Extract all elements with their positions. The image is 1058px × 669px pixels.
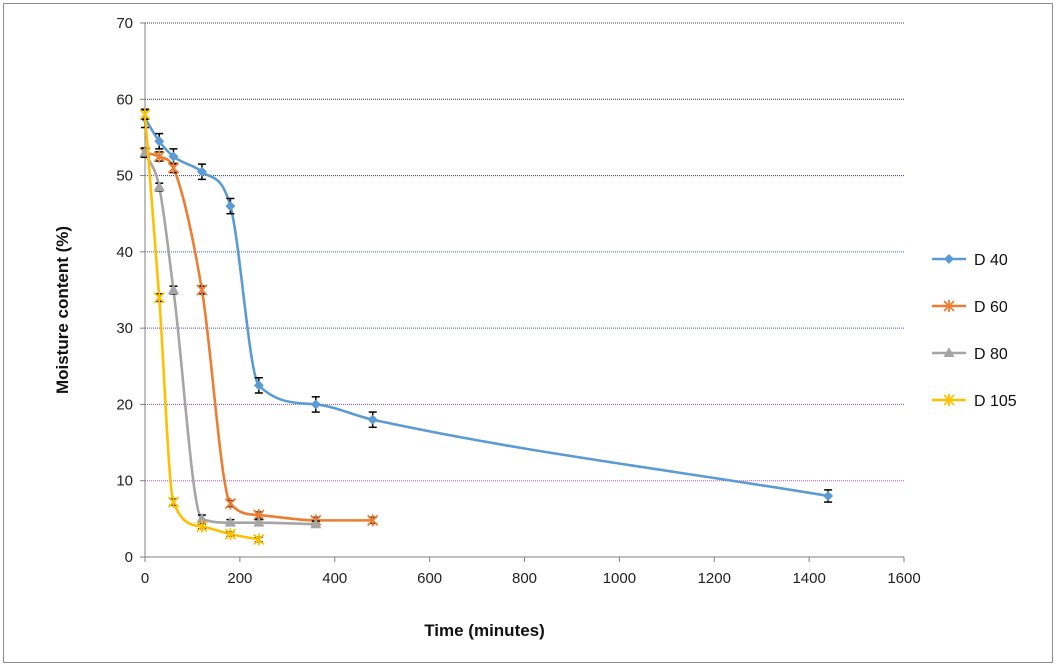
y-tick-label: 50 — [116, 168, 133, 185]
data-point — [367, 414, 378, 425]
x-tick-label: 0 — [141, 570, 149, 587]
axes: 0 10 20 30 40 50 60 70 0 200 400 600 800 1000 1200 1400… — [116, 15, 920, 587]
data-point — [196, 520, 208, 533]
data-point — [253, 380, 264, 391]
data-point — [310, 518, 322, 529]
data-point — [196, 284, 208, 296]
legend-label: D 80 — [974, 346, 1008, 363]
x-tick-label: 200 — [227, 570, 252, 587]
legend-item: D 80 — [932, 346, 1008, 363]
x-tick-label: 1200 — [698, 570, 731, 587]
y-axis-title: Moisture content (%) — [53, 226, 72, 394]
x-tick-label: 800 — [512, 570, 537, 587]
series-line — [144, 151, 373, 522]
legend-swatch-marker — [943, 347, 955, 357]
y-tick-label: 40 — [116, 244, 133, 261]
data-point — [153, 150, 165, 163]
series-line — [143, 117, 829, 498]
data-point — [154, 136, 165, 147]
x-tick-label: 600 — [417, 570, 442, 587]
x-axis-title: Time (minutes) — [424, 621, 545, 640]
gridlines — [145, 22, 904, 482]
x-tick-label: 400 — [322, 570, 347, 587]
data-point — [367, 514, 379, 527]
data-point — [168, 151, 179, 162]
legend-label: D 105 — [974, 393, 1017, 410]
data-point — [310, 399, 321, 410]
chart-frame: 0 10 20 30 40 50 60 70 0 200 400 600 800 1000 1200 1400… — [3, 3, 1053, 663]
legend-swatch-marker — [943, 394, 955, 406]
data-point — [253, 516, 265, 527]
series-d-40 — [140, 108, 834, 503]
legend-item: D 40 — [932, 252, 1008, 269]
moisture-chart: 0 10 20 30 40 50 60 70 0 200 400 600 800 1000 1200 1400… — [53, 15, 1017, 640]
y-tick-label: 60 — [116, 91, 133, 108]
y-tick-label: 10 — [116, 473, 133, 490]
data-point — [253, 533, 265, 546]
legend-swatch-marker — [944, 254, 954, 264]
data-point — [224, 516, 236, 527]
data-point — [139, 108, 151, 121]
legend-label: D 40 — [974, 252, 1008, 269]
y-tick-label: 0 — [125, 549, 133, 566]
data-point — [153, 291, 165, 304]
data-point — [196, 512, 208, 523]
x-tick-label: 1600 — [887, 570, 920, 587]
series-d-60 — [139, 146, 379, 527]
y-tick-label: 70 — [116, 15, 133, 32]
legend-item: D 105 — [932, 393, 1017, 410]
data-point — [823, 490, 834, 501]
legend-item: D 60 — [932, 299, 1008, 316]
data-point — [224, 528, 237, 541]
data-point — [167, 284, 179, 294]
legend-label: D 60 — [974, 299, 1008, 316]
series-d-105 — [139, 108, 265, 546]
x-tick-label: 1000 — [603, 570, 636, 587]
legend-swatch-marker — [943, 300, 955, 312]
data-point — [153, 181, 165, 192]
x-tick-label: 1400 — [792, 570, 825, 587]
series-layer — [139, 108, 834, 546]
y-tick-label: 30 — [116, 320, 133, 337]
legend: D 40 D 60 D 80 D 105 — [932, 252, 1017, 410]
data-point — [196, 166, 207, 177]
data-point — [167, 496, 180, 509]
data-point — [224, 497, 237, 510]
data-point — [167, 161, 180, 174]
data-point — [225, 201, 236, 212]
y-tick-label: 20 — [116, 396, 133, 413]
